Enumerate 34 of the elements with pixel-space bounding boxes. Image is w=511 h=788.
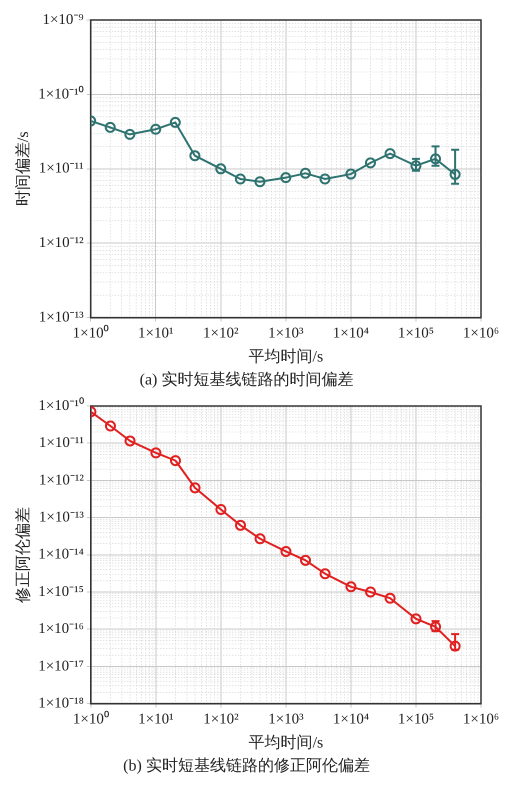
x-axis-title: 平均时间/s: [248, 733, 324, 752]
y-axis-title: 修正阿伦偏差: [14, 506, 32, 603]
y-tick-label: 1×10⁻¹⁷: [38, 658, 84, 674]
y-tick-label: 1×10⁻¹²: [38, 235, 84, 252]
y-tick-label: 1×10⁻¹¹: [38, 160, 84, 177]
y-tick-label: 1×10⁻¹¹: [38, 435, 84, 452]
x-tick-label: 1×10⁵: [398, 712, 434, 728]
y-tick-label: 1×10⁻¹⁵: [38, 584, 84, 600]
x-tick-label: 1×10¹: [138, 712, 174, 728]
y-tick-label: 1×10⁻¹⁸: [38, 696, 84, 712]
y-tick-label: 1×10⁻¹⁰: [38, 396, 84, 414]
x-tick-label: 1×10⁴: [332, 712, 370, 728]
x-tick-label: 1×10⁵: [398, 326, 434, 342]
y-tick-label: 1×10⁻¹²: [38, 472, 84, 488]
y-tick-label: 1×10⁻¹⁴: [38, 546, 84, 563]
x-tick-label: 1×10⁶: [462, 326, 500, 342]
x-tick-label: 1×10⁴: [332, 326, 369, 342]
y-axis-title: 时间偏差/s: [14, 131, 32, 206]
y-tick-label: 1×10⁻¹⁶: [38, 621, 84, 638]
x-tick-label: 1×10⁰: [72, 324, 109, 342]
y-tick-label: 1×10⁻⁹: [42, 12, 84, 28]
x-tick-label: 1×10³: [268, 712, 304, 728]
x-tick-label: 1×10¹: [138, 326, 174, 342]
x-tick-label: 1×10²: [203, 326, 239, 342]
x-axis-title: 平均时间/s: [248, 347, 324, 366]
x-tick-label: 1×10²: [203, 712, 240, 728]
y-tick-label: 1×10⁻¹³: [38, 510, 84, 526]
y-tick-label: 1×10⁻¹⁰: [38, 85, 84, 102]
text: (a) 实时短基线链路的时间偏差: [140, 370, 354, 389]
x-tick-label: 1×10⁰: [72, 710, 109, 728]
text: (b) 实时短基线链路的修正阿伦偏差: [123, 756, 370, 775]
x-tick-label: 1×10³: [268, 326, 304, 342]
y-tick-label: 1×10⁻¹³: [38, 310, 84, 326]
x-tick-label: 1×10⁶: [462, 712, 500, 728]
